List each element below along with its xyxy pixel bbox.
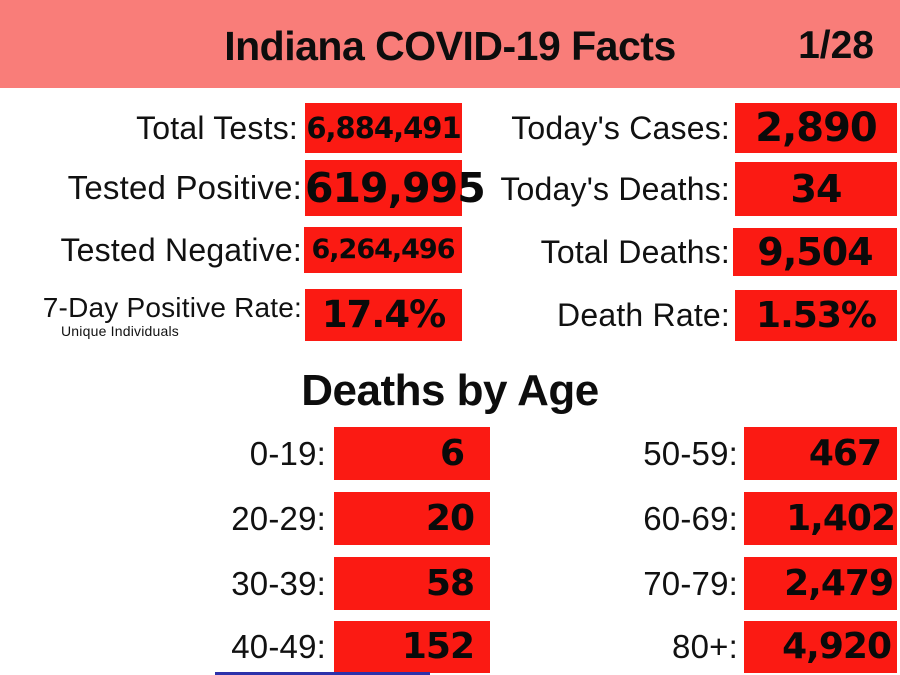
age-label-50-59: 50-59: xyxy=(643,435,738,472)
age-value-40-49: 152 xyxy=(334,621,490,673)
age-value-0-19: 6 xyxy=(334,427,490,480)
stat-value-todays-cases: 2,890 xyxy=(735,103,897,153)
stat-value-total-deaths: 9,504 xyxy=(733,228,897,276)
age-value-30-39: 58 xyxy=(334,557,490,610)
age-value-50-59: 467 xyxy=(744,427,897,480)
stat-label-todays-deaths: Today's Deaths: xyxy=(500,171,730,207)
age-value-80plus: 4,920 xyxy=(744,621,897,673)
stat-value-tested-negative: 6,264,496 xyxy=(304,227,462,273)
stat-label-total-tests: Total Tests: xyxy=(136,110,298,146)
stat-label-positive-rate-text: 7-Day Positive Rate: xyxy=(42,292,302,323)
age-value-20-29: 20 xyxy=(334,492,490,545)
age-label-40-49: 40-49: xyxy=(231,628,326,665)
stat-value-tested-positive: 619,995 xyxy=(305,160,486,216)
bottom-strip xyxy=(215,672,430,675)
age-label-70-79: 70-79: xyxy=(643,565,738,602)
deaths-by-age-title: Deaths by Age xyxy=(301,366,599,415)
stat-value-todays-deaths: 34 xyxy=(735,162,897,216)
stat-label-positive-rate: 7-Day Positive Rate: Unique Individuals xyxy=(0,292,302,344)
age-value-60-69: 1,402 xyxy=(744,492,897,545)
age-label-30-39: 30-39: xyxy=(231,565,326,602)
age-label-20-29: 20-29: xyxy=(231,500,326,537)
page-title: Indiana COVID-19 Facts xyxy=(224,23,676,69)
age-label-80plus: 80+: xyxy=(672,628,738,665)
header-date: 1/28 xyxy=(798,24,874,67)
stat-label-tested-positive: Tested Positive: xyxy=(67,169,302,206)
stat-label-todays-cases: Today's Cases: xyxy=(511,110,730,146)
age-label-0-19: 0-19: xyxy=(249,435,326,472)
stat-value-positive-rate: 17.4% xyxy=(305,289,462,341)
stat-value-total-tests: 6,884,491 xyxy=(305,103,462,153)
header-bar: Indiana COVID-19 Facts 1/28 xyxy=(0,0,900,88)
stat-label-death-rate: Death Rate: xyxy=(557,297,730,333)
stat-label-total-deaths: Total Deaths: xyxy=(540,234,730,270)
stat-sublabel-unique-individuals: Unique Individuals xyxy=(60,323,179,339)
stat-value-death-rate: 1.53% xyxy=(735,290,897,341)
stat-label-tested-negative: Tested Negative: xyxy=(60,232,302,268)
age-value-70-79: 2,479 xyxy=(744,557,897,610)
age-label-60-69: 60-69: xyxy=(643,500,738,537)
